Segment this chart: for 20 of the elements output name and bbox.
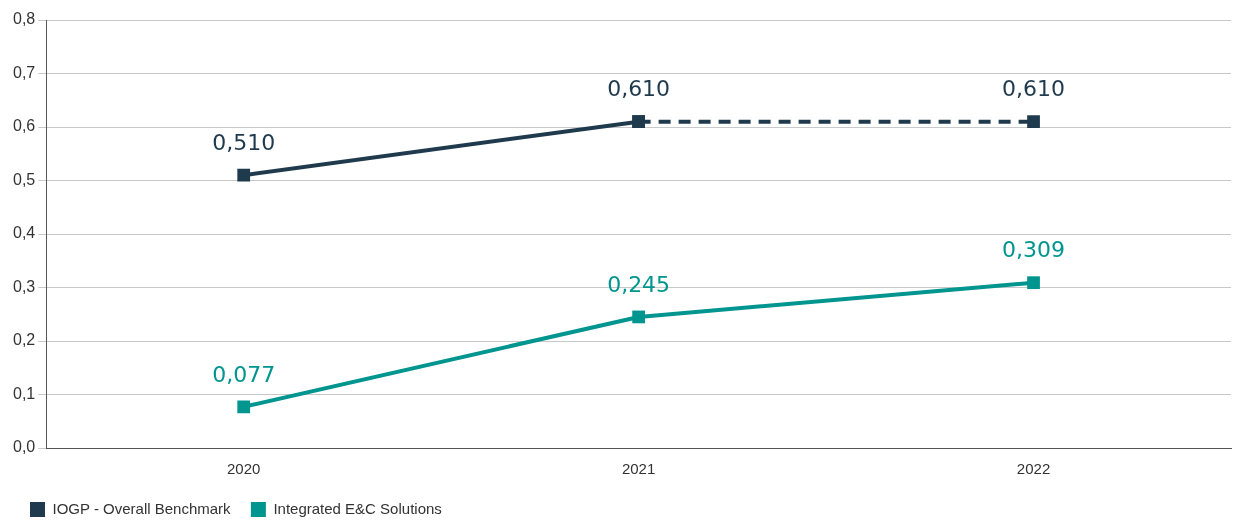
data-label: 0,077 (212, 361, 276, 387)
y-tick-label: 0,7 (12, 63, 36, 81)
x-tick-label: 2022 (1016, 460, 1051, 478)
y-tick-label: 0,3 (12, 277, 36, 295)
data-label: 0,610 (1002, 76, 1066, 102)
y-tick-label: 0,2 (12, 331, 36, 349)
data-label: 0,510 (212, 129, 276, 155)
y-tick-label: 0,6 (12, 117, 36, 135)
y-tick-label: 0,5 (12, 170, 36, 188)
y-tick-label: 0,1 (12, 384, 36, 402)
y-tick-label: 0,0 (12, 438, 36, 456)
data-label: 0,610 (607, 76, 671, 102)
y-tick-label: 0,8 (12, 10, 36, 28)
data-label: 0,309 (1002, 237, 1066, 263)
legend-label: IOGP - Overall Benchmark (52, 499, 232, 517)
y-tick-label: 0,4 (12, 224, 36, 242)
data-label: 0,245 (607, 271, 671, 297)
x-tick-label: 2021 (621, 460, 656, 478)
x-tick-label: 2020 (227, 460, 261, 478)
legend-label: Integrated E&C Solutions (273, 499, 442, 517)
